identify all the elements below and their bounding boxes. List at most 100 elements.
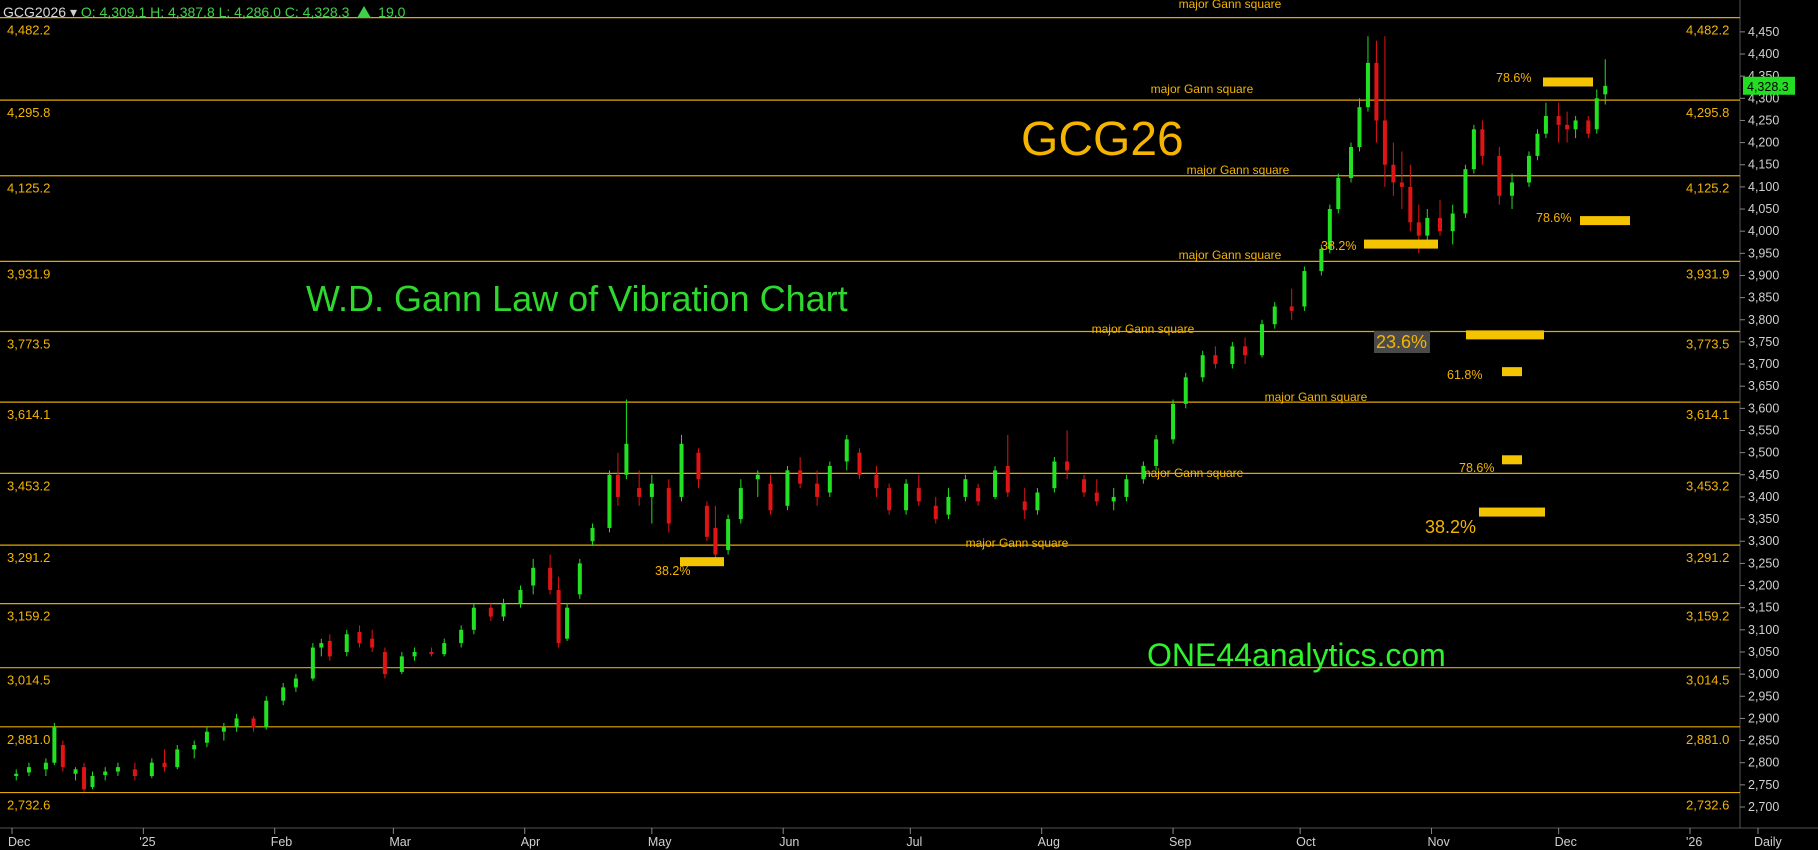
candle-body xyxy=(82,767,87,790)
contract-title: GCG26 xyxy=(1021,113,1184,166)
chevron-down-icon[interactable]: ▾ xyxy=(69,4,77,20)
candle-body xyxy=(488,607,493,617)
candle-body xyxy=(1374,62,1379,121)
last-price-label: 4,328.3 xyxy=(1747,80,1789,94)
gann-level-left-label: 4,482.2 xyxy=(7,23,50,38)
candle-body xyxy=(1022,501,1027,511)
candle-body xyxy=(1437,217,1442,232)
x-tick-label: Sep xyxy=(1169,835,1191,849)
candle-body xyxy=(1450,213,1455,232)
candle-body xyxy=(501,603,506,617)
candle-body xyxy=(357,632,362,644)
candle-body xyxy=(1319,248,1324,272)
candle-body xyxy=(1289,306,1294,311)
candle-body xyxy=(1497,155,1502,196)
retracement-label: 61.8% xyxy=(1447,368,1482,382)
candle-body xyxy=(1141,465,1146,480)
gann-level-right-label: 3,773.5 xyxy=(1686,337,1729,352)
candle-body xyxy=(874,474,879,489)
y-tick-label: 3,000 xyxy=(1748,667,1779,681)
candle-body xyxy=(1382,120,1387,165)
candle-body xyxy=(916,488,921,502)
y-tick-label: 3,550 xyxy=(1748,424,1779,438)
candle-body xyxy=(1391,164,1396,183)
candle-body xyxy=(1556,116,1561,125)
candle-body xyxy=(607,474,612,528)
candle-body xyxy=(615,474,620,497)
candle-body xyxy=(1349,147,1354,179)
gann-level-right-label: 3,931.9 xyxy=(1686,266,1729,281)
y-tick-label: 3,450 xyxy=(1748,468,1779,482)
y-tick-label: 4,150 xyxy=(1748,158,1779,172)
gann-level-caption: major Gann square xyxy=(1092,322,1195,336)
candle-body xyxy=(1565,124,1570,130)
retracement-label: 38.2% xyxy=(1425,517,1476,537)
candle-body xyxy=(815,483,820,497)
candle-body xyxy=(1573,120,1578,130)
retracement-label: 38.2% xyxy=(655,564,690,578)
candle-body xyxy=(1272,306,1277,325)
quote-header: GCG2026 ▾ O: 4,309.1 H: 4,387.8 L: 4,286… xyxy=(3,4,405,21)
y-tick-label: 3,250 xyxy=(1748,556,1779,570)
candle-body xyxy=(412,651,417,657)
gann-level-left-label: 3,159.2 xyxy=(7,609,50,624)
website-label: ONE44analytics.com xyxy=(1147,637,1446,673)
retracement-label-bg xyxy=(1374,331,1430,353)
candle-body xyxy=(319,643,324,648)
y-tick-label: 3,800 xyxy=(1748,313,1779,327)
retracement-bar xyxy=(680,557,724,567)
candle-body xyxy=(798,470,803,484)
candle-body xyxy=(1082,479,1087,493)
candle-body xyxy=(1543,116,1548,134)
y-tick-label: 3,850 xyxy=(1748,291,1779,305)
y-tick-label: 2,700 xyxy=(1748,800,1779,814)
candle-body xyxy=(1094,492,1099,502)
candle-body xyxy=(785,470,790,506)
candle-body xyxy=(713,527,718,555)
candle-body xyxy=(1399,182,1404,187)
y-tick-label: 4,450 xyxy=(1748,25,1779,39)
candle-body xyxy=(548,567,553,590)
retracement-label: 78.6% xyxy=(1459,461,1494,475)
candle-body xyxy=(1111,496,1116,502)
x-tick-label: '25 xyxy=(139,835,155,849)
candle-body xyxy=(755,474,760,480)
candle-body xyxy=(192,744,197,750)
candle-body xyxy=(459,629,464,644)
x-tick-label: Daily xyxy=(1754,835,1783,849)
candle-body xyxy=(442,643,447,655)
candle-body xyxy=(43,762,48,770)
candle-body xyxy=(768,483,773,511)
gann-level-right-label: 3,159.2 xyxy=(1686,609,1729,624)
candle-body xyxy=(370,638,375,648)
x-tick-label: Jun xyxy=(779,835,799,849)
x-tick-label: Jul xyxy=(906,835,922,849)
candle-body xyxy=(844,439,849,462)
gann-level-right-label: 4,482.2 xyxy=(1686,23,1729,38)
retracement-bar xyxy=(1502,455,1522,465)
y-tick-label: 4,000 xyxy=(1748,224,1779,238)
symbol-label[interactable]: GCG2026 xyxy=(3,4,67,20)
retracement-label: 78.6% xyxy=(1536,211,1571,225)
candle-body xyxy=(344,634,349,652)
candle-body xyxy=(1302,271,1307,307)
candle-body xyxy=(1005,465,1010,493)
retracement-label: 38.2% xyxy=(1321,239,1356,253)
candle-body xyxy=(60,744,65,768)
x-tick-label: Dec xyxy=(1555,835,1577,849)
y-tick-label: 4,200 xyxy=(1748,136,1779,150)
x-tick-label: Nov xyxy=(1428,835,1451,849)
y-tick-label: 3,400 xyxy=(1748,490,1779,504)
y-tick-label: 4,250 xyxy=(1748,113,1779,127)
candle-body xyxy=(293,678,298,688)
y-tick-label: 4,300 xyxy=(1748,91,1779,105)
y-tick-label: 2,800 xyxy=(1748,756,1779,770)
gann-level-right-label: 4,125.2 xyxy=(1686,181,1729,196)
gann-level-right-label: 3,291.2 xyxy=(1686,550,1729,565)
gann-level-caption: major Gann square xyxy=(1187,163,1290,177)
candle-body xyxy=(1065,461,1070,471)
y-tick-label: 4,400 xyxy=(1748,47,1779,61)
candle-body xyxy=(1183,377,1188,404)
ohlc-values: O: 4,309.1 H: 4,387.8 L: 4,286.0 C: 4,32… xyxy=(80,4,350,20)
